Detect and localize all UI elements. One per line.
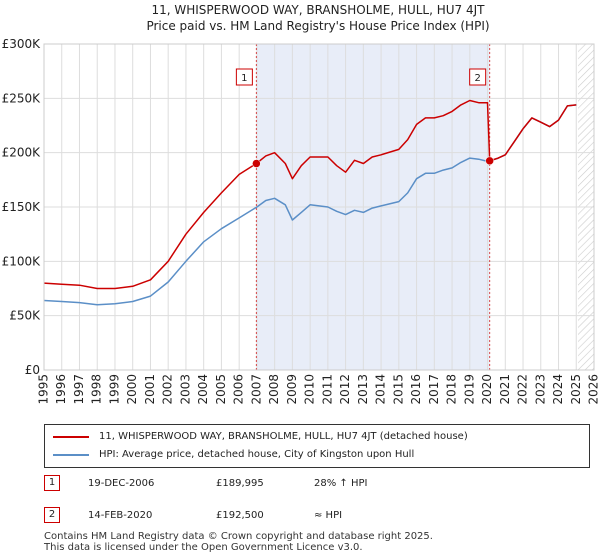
- x-tick-label: 2019: [462, 374, 476, 405]
- x-tick-label: 2011: [320, 374, 334, 405]
- sale-number-badge: 1: [44, 475, 60, 491]
- x-tick-label: 2025: [569, 374, 583, 405]
- y-tick-label: £0: [25, 363, 40, 377]
- legend-label-hpi: HPI: Average price, detached house, City…: [99, 449, 415, 460]
- property-price-line: [43, 99, 577, 290]
- x-tick-label: 2020: [480, 374, 494, 405]
- y-tick-label: £50K: [9, 309, 41, 323]
- sale-label-number: 1: [241, 73, 247, 84]
- x-tick-label: 1996: [54, 374, 68, 405]
- x-tick-label: 2002: [161, 374, 175, 405]
- x-tick-label: 2007: [249, 374, 263, 405]
- x-tick-label: 2008: [267, 374, 281, 405]
- x-tick-label: 1997: [72, 374, 86, 405]
- x-tick-label: 2023: [533, 374, 547, 405]
- sale-hpi-relation: 28% ↑ HPI: [314, 478, 368, 489]
- x-tick-label: 2003: [178, 374, 192, 405]
- attribution-footer: Contains HM Land Registry data © Crown c…: [44, 531, 594, 553]
- y-tick-label: £300K: [2, 37, 42, 51]
- footer-line-2: This data is licensed under the Open Gov…: [44, 542, 363, 553]
- x-tick-label: 1998: [90, 374, 104, 405]
- x-tick-label: 2016: [409, 374, 423, 405]
- x-tick-label: 2026: [587, 374, 600, 405]
- x-tick-label: 2004: [196, 374, 210, 405]
- legend-swatch-hpi: [53, 454, 89, 456]
- chart-legend: 11, WHISPERWOOD WAY, BRANSHOLME, HULL, H…: [44, 424, 590, 468]
- sale-hpi-relation: ≈ HPI: [314, 510, 343, 521]
- x-tick-label: 2014: [374, 374, 388, 405]
- legend-swatch-property: [53, 436, 89, 438]
- x-tick-label: 2009: [285, 374, 299, 405]
- x-tick-label: 2000: [125, 374, 139, 405]
- x-tick-label: 2015: [391, 374, 405, 405]
- x-tick-label: 2024: [551, 374, 565, 405]
- chart-subtitle: Price paid vs. HM Land Registry's House …: [146, 19, 489, 33]
- x-tick-label: 1995: [37, 374, 51, 405]
- legend-label-property: 11, WHISPERWOOD WAY, BRANSHOLME, HULL, H…: [99, 431, 468, 442]
- sale-label-box: [235, 68, 253, 86]
- x-tick-label: 2012: [338, 374, 352, 405]
- y-tick-label: £200K: [2, 146, 42, 160]
- sale-row: 2 14-FEB-2020 £192,500 ≈ HPI: [44, 507, 564, 525]
- plot-border: [43, 43, 595, 371]
- sale-price: £189,995: [216, 478, 264, 489]
- sale-point: [485, 156, 494, 166]
- x-tick-label: 2017: [427, 374, 441, 405]
- y-tick-label: £250K: [2, 91, 42, 105]
- sale-point: [252, 159, 261, 168]
- sale-label-box: [469, 68, 487, 86]
- chart-title: 11, WHISPERWOOD WAY, BRANSHOLME, HULL, H…: [151, 3, 485, 17]
- sale-row: 1 19-DEC-2006 £189,995 28% ↑ HPI: [44, 475, 564, 493]
- x-tick-label: 2005: [214, 374, 228, 405]
- x-tick-label: 2022: [516, 374, 530, 405]
- sale-date: 14-FEB-2020: [88, 510, 153, 521]
- x-tick-label: 2010: [303, 374, 317, 405]
- footer-line-1: Contains HM Land Registry data © Crown c…: [44, 531, 433, 542]
- price-chart: 11, WHISPERWOOD WAY, BRANSHOLME, HULL, H…: [2, 3, 600, 405]
- y-tick-label: £150K: [2, 200, 42, 214]
- x-tick-label: 2006: [232, 374, 246, 405]
- sale-label-number: 2: [474, 73, 480, 84]
- x-tick-label: 2013: [356, 374, 370, 405]
- x-tick-label: 1999: [107, 374, 121, 405]
- x-tick-label: 2021: [498, 374, 512, 405]
- y-tick-label: £100K: [2, 254, 42, 268]
- sale-number-badge: 2: [44, 507, 60, 523]
- sale-date: 19-DEC-2006: [88, 478, 155, 489]
- x-tick-label: 2018: [445, 374, 459, 405]
- x-tick-label: 2001: [143, 374, 157, 405]
- sale-price: £192,500: [216, 510, 264, 521]
